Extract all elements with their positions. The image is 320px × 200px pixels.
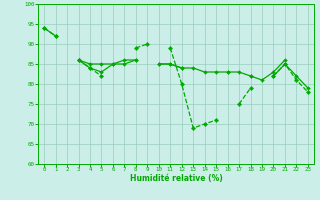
- X-axis label: Humidité relative (%): Humidité relative (%): [130, 174, 222, 183]
